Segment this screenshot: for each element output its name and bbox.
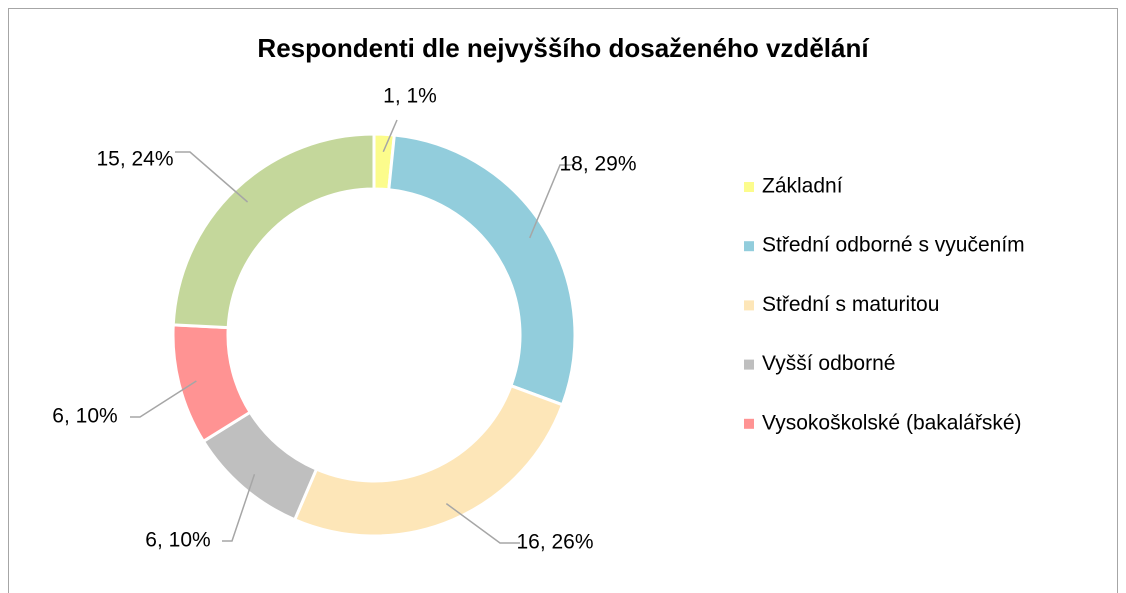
legend-label: Střední s maturitou bbox=[762, 293, 939, 316]
legend-swatch bbox=[744, 300, 754, 311]
legend-label: Střední odborné s vyučením bbox=[762, 234, 1025, 257]
leader-line bbox=[130, 380, 197, 418]
leader-line bbox=[382, 119, 398, 153]
legend-swatch bbox=[744, 418, 754, 429]
data-label: 1, 1% bbox=[383, 85, 437, 108]
leader-line bbox=[222, 473, 256, 542]
legend-swatch bbox=[744, 182, 754, 192]
data-label: 6, 10% bbox=[145, 529, 210, 552]
data-label: 18, 29% bbox=[559, 153, 636, 176]
chart-title: Respondenti dle nejvyššího dosaženého vz… bbox=[257, 33, 869, 63]
leader-line bbox=[529, 164, 575, 239]
legend-swatch bbox=[744, 359, 754, 370]
data-label: 16, 26% bbox=[516, 531, 593, 554]
leader-line bbox=[445, 503, 520, 544]
data-label: 15, 24% bbox=[96, 148, 173, 171]
legend-label: Vysokoškolské (bakalářské) bbox=[762, 411, 1022, 434]
legend-swatch bbox=[744, 241, 754, 252]
donut-slice bbox=[387, 133, 577, 407]
legend-label: Vyšší odborné bbox=[762, 352, 895, 375]
legend-label: Základní bbox=[762, 175, 843, 198]
donut-slice bbox=[171, 132, 376, 330]
leader-line bbox=[175, 151, 249, 203]
data-label: 6, 10% bbox=[52, 405, 117, 428]
